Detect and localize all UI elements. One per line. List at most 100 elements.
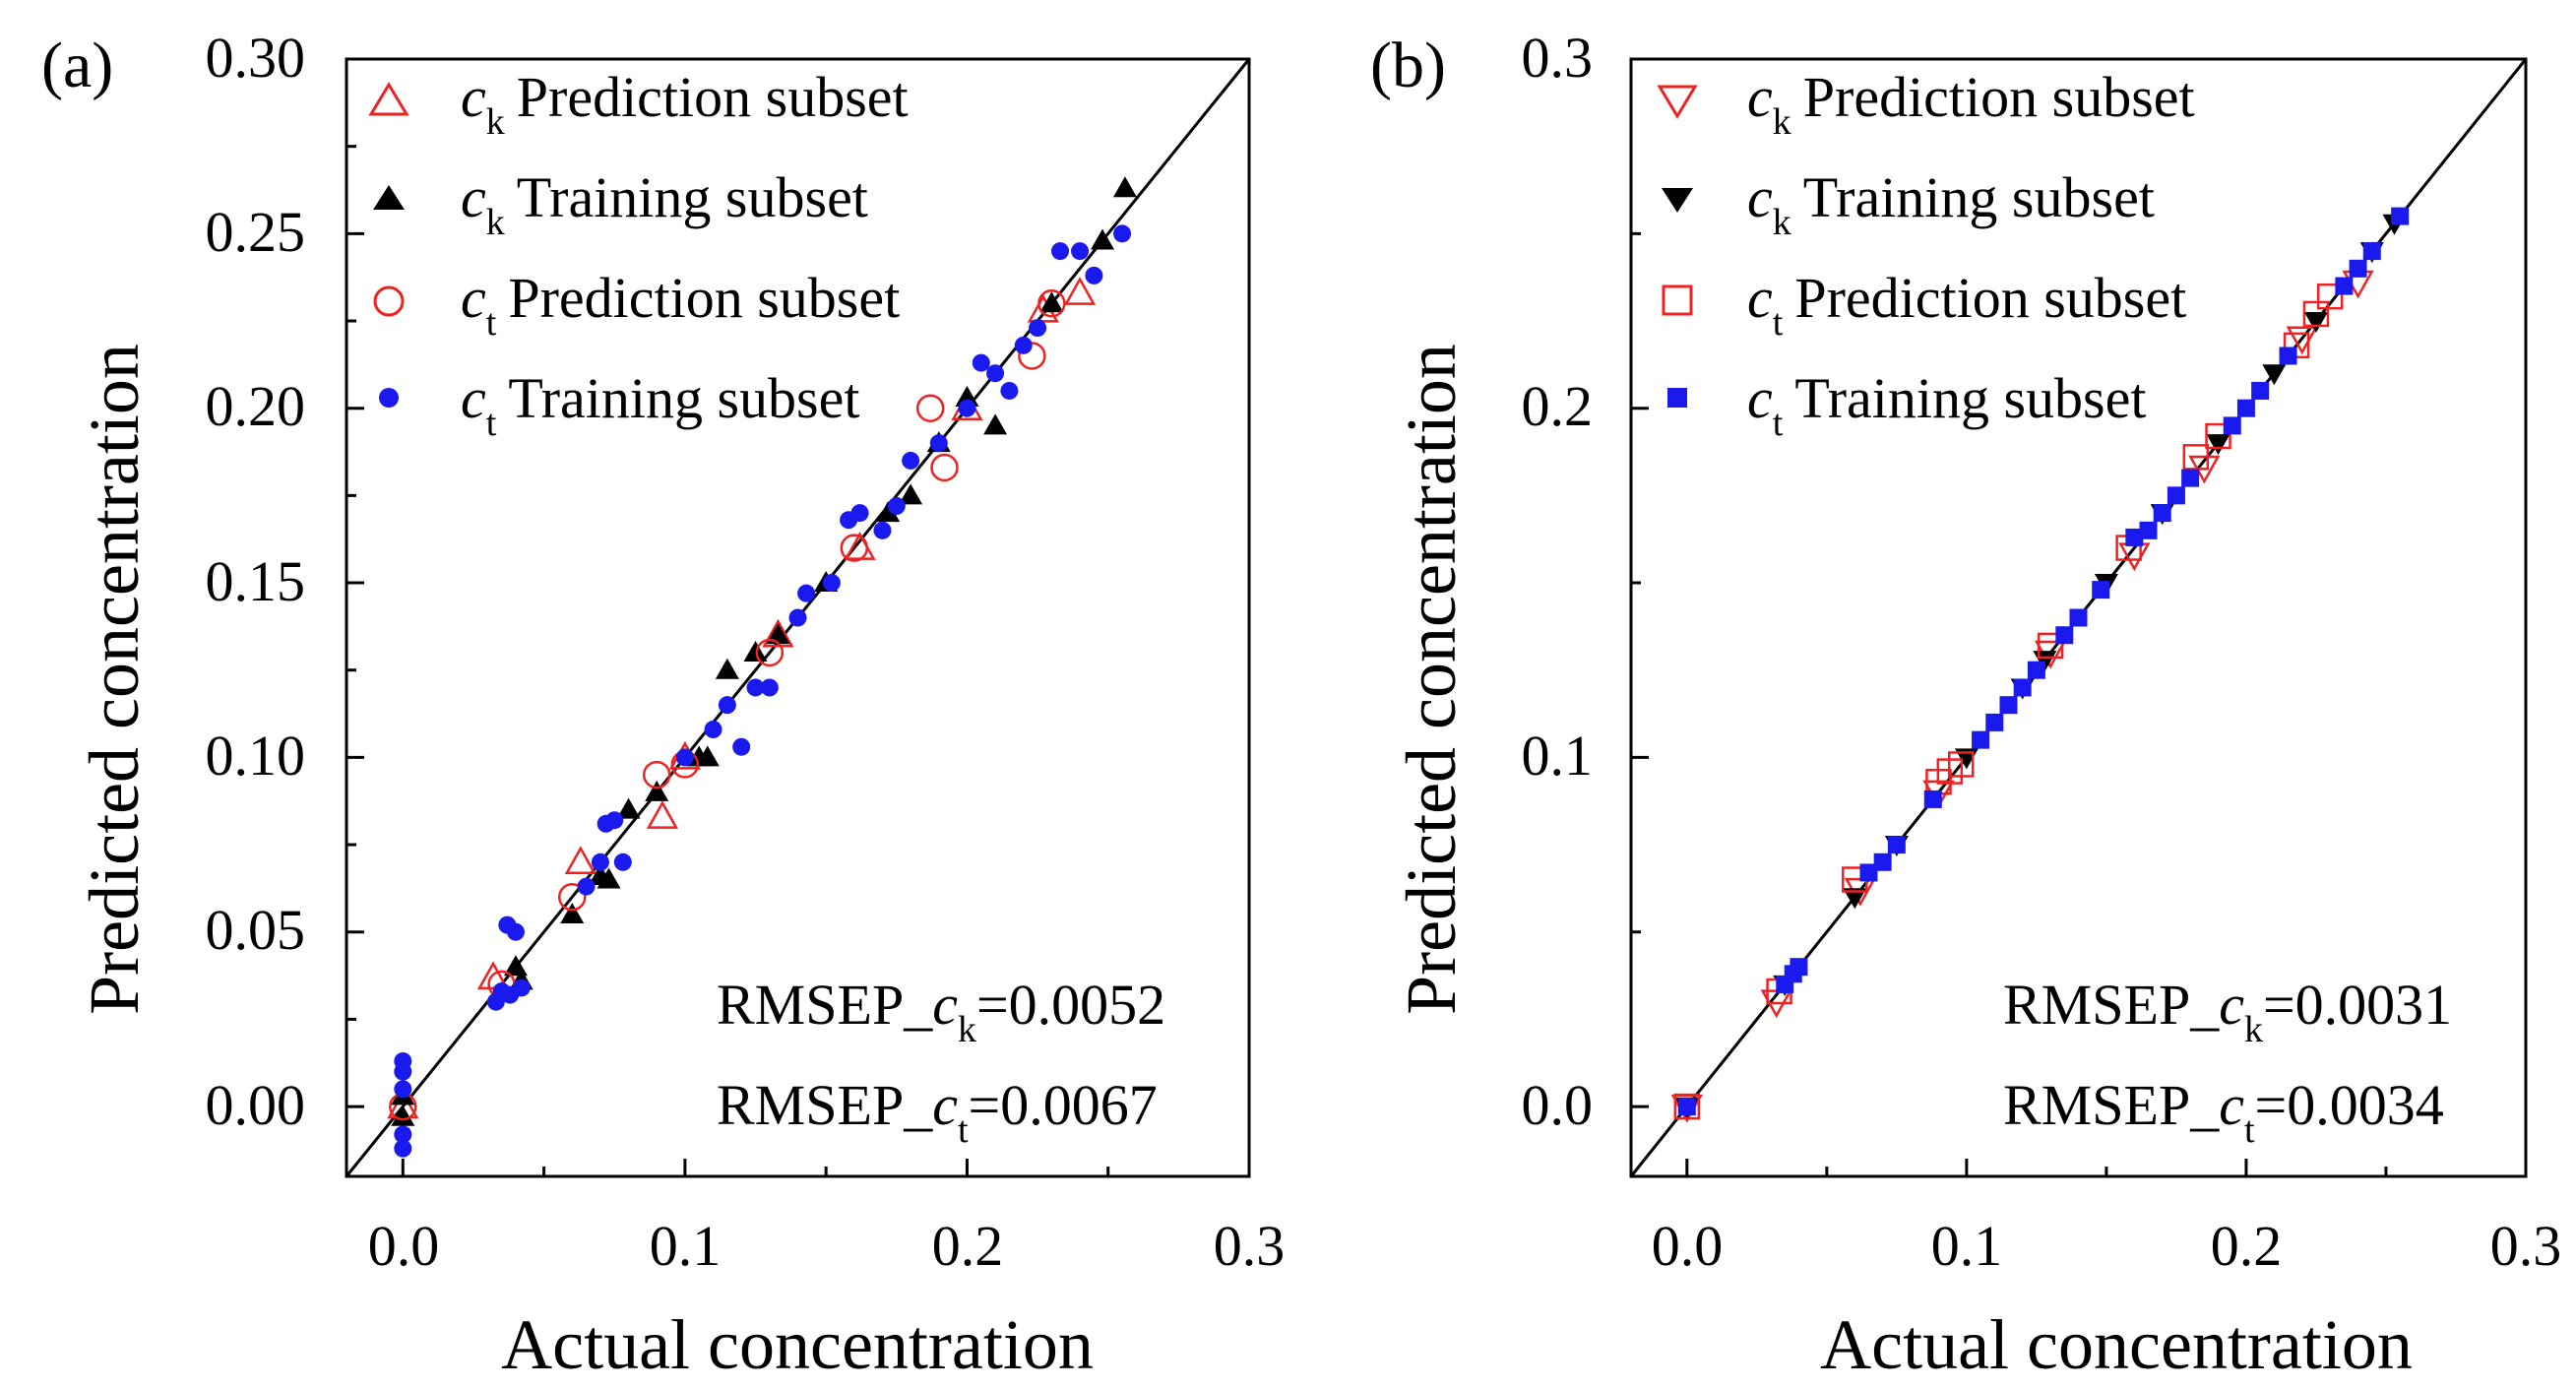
data-point-ct-training bbox=[1677, 1098, 1696, 1116]
data-point-ct-training bbox=[2391, 207, 2410, 225]
data-point-ct-prediction bbox=[1673, 1093, 1701, 1120]
data-point-ct-training bbox=[1999, 696, 2018, 715]
data-point-ct-training bbox=[704, 721, 723, 738]
data-point-ct-training bbox=[788, 608, 807, 627]
panel-a-legend-entry: ck Prediction subset bbox=[368, 65, 909, 143]
data-point-ck-training bbox=[645, 780, 669, 801]
data-point-ct-training bbox=[1790, 958, 1808, 977]
data-point-ct-training bbox=[2013, 678, 2032, 697]
panel-b-label: (b) bbox=[1370, 30, 1446, 101]
panel-a-y-tick-label: 0.05 bbox=[206, 898, 306, 962]
panel-a-x-tick-label: 0.3 bbox=[1214, 1214, 1286, 1278]
legend-label: ct Training subset bbox=[1747, 366, 2147, 444]
data-point-ct-training bbox=[822, 574, 841, 593]
panel-a-y-tick-label: 0.20 bbox=[206, 374, 306, 438]
panel-b-legend: ck Prediction subset ck Training subset ct… bbox=[1657, 65, 2195, 444]
data-point-ct-training bbox=[2139, 521, 2158, 539]
legend-marker-square-filled bbox=[1667, 388, 1687, 408]
data-point-ct-training bbox=[718, 696, 736, 715]
data-point-ck-training bbox=[597, 867, 621, 889]
data-point-ct-training bbox=[1051, 242, 1070, 261]
panel-b-x-tick-label: 0.0 bbox=[1652, 1214, 1724, 1278]
data-point-ct-training bbox=[2181, 469, 2200, 487]
panel-b-plot-frame bbox=[1629, 57, 2528, 1178]
data-point-ct-training bbox=[1873, 853, 1892, 871]
panel-a-label: (a) bbox=[41, 30, 113, 101]
data-point-ct-training bbox=[887, 497, 906, 515]
data-point-ct-training bbox=[2125, 528, 2144, 546]
data-point-ck-training bbox=[715, 658, 739, 679]
panel-a: (a) 0.00 0.05 0.10 0.15 0.20 0.25 0.30 0… bbox=[41, 26, 1285, 1384]
data-point-ct-training bbox=[1859, 863, 1878, 882]
data-point-ck-training bbox=[391, 1105, 415, 1126]
panel-b-x-tick-label: 0.1 bbox=[1931, 1214, 2003, 1278]
panel-b-data-points bbox=[1670, 207, 2410, 1123]
panel-a-rmsep-ct: RMSEP_ct=0.0067 bbox=[717, 1073, 1158, 1151]
panel-b-legend-entry: ct Prediction subset bbox=[1662, 266, 2186, 344]
panel-a-y-tick-label: 0.10 bbox=[206, 724, 306, 788]
panel-a-x-axis-title: Actual concentration bbox=[501, 1305, 1094, 1384]
data-point-ck-prediction bbox=[564, 846, 597, 875]
data-point-ct-training bbox=[2279, 347, 2297, 365]
panel-b-y-tick-labels: 0.0 0.1 0.2 0.3 bbox=[1522, 26, 1594, 1137]
data-point-ct-training bbox=[1000, 381, 1019, 400]
panel-b-legend-entry: ck Training subset bbox=[1662, 165, 2155, 243]
panel-a-y-tick-label: 0.15 bbox=[206, 549, 306, 613]
data-point-ck-prediction bbox=[476, 961, 510, 990]
data-point-ct-training bbox=[1923, 790, 1942, 808]
legend-marker-triangle-down-filled bbox=[1662, 188, 1693, 213]
data-point-ct-training bbox=[850, 504, 869, 523]
panel-a-legend-entry: ct Training subset bbox=[379, 366, 860, 444]
panel-b-x-tick-label: 0.3 bbox=[2490, 1214, 2562, 1278]
data-point-ck-prediction bbox=[762, 618, 794, 648]
panel-a-ticks bbox=[346, 57, 1251, 1176]
panel-b-ticks bbox=[1631, 57, 2528, 1176]
panel-b: (b) 0.0 0.1 0.2 0.3 0.0 0.1 0.2 0.3 Actu… bbox=[1370, 26, 2561, 1384]
data-point-ct-prediction bbox=[930, 453, 959, 482]
data-point-ct-training bbox=[1985, 713, 2004, 731]
data-point-ct-training bbox=[591, 853, 609, 871]
data-point-ct-training bbox=[2223, 416, 2241, 435]
panel-a-annotations: RMSEP_ck=0.0052 RMSEP_ct=0.0067 bbox=[717, 973, 1165, 1151]
panel-a-x-tick-label: 0.1 bbox=[650, 1214, 722, 1278]
data-point-ct-training bbox=[1887, 836, 1906, 854]
legend-label: ct Training subset bbox=[461, 366, 860, 444]
legend-label: ck Training subset bbox=[1747, 165, 2155, 243]
data-point-ct-training bbox=[501, 985, 520, 1004]
data-point-ck-training bbox=[983, 413, 1008, 435]
panel-b-rmsep-ct: RMSEP_ct=0.0034 bbox=[2003, 1073, 2444, 1151]
data-point-ct-training bbox=[972, 353, 990, 372]
data-point-ct-training bbox=[797, 584, 816, 602]
data-point-ct-training bbox=[1014, 336, 1033, 354]
panel-b-x-tick-labels: 0.0 0.1 0.2 0.3 bbox=[1652, 1214, 2562, 1278]
data-point-ck-training bbox=[876, 501, 901, 523]
data-point-ck-training bbox=[1843, 888, 1867, 910]
data-point-ct-training bbox=[2236, 399, 2255, 417]
panel-a-x-tick-label: 0.0 bbox=[368, 1214, 440, 1278]
data-point-ct-training bbox=[873, 521, 892, 539]
data-point-ct-training bbox=[929, 434, 948, 453]
data-point-ct-training bbox=[2251, 381, 2270, 400]
legend-marker-triangle-down-open bbox=[1657, 85, 1698, 119]
legend-label: ck Prediction subset bbox=[461, 65, 909, 143]
data-point-ct-prediction bbox=[915, 394, 945, 422]
data-point-ct-training bbox=[760, 678, 779, 697]
data-point-ct-training bbox=[2055, 626, 2074, 645]
panel-a-legend: ck Prediction subset ck Training subset ct… bbox=[368, 65, 909, 444]
panel-a-y-axis-title: Predicted concentration bbox=[75, 344, 154, 1015]
panel-a-legend-entry: ct Prediction subset bbox=[373, 266, 900, 344]
legend-label: ct Prediction subset bbox=[461, 266, 900, 344]
data-point-ct-training bbox=[394, 1139, 412, 1158]
data-point-ct-training bbox=[1085, 266, 1103, 284]
data-point-ct-prediction bbox=[2302, 300, 2330, 328]
panel-a-y-tick-labels: 0.00 0.05 0.10 0.15 0.20 0.25 0.30 bbox=[206, 26, 306, 1137]
panel-a-legend-entry: ck Training subset bbox=[373, 165, 868, 243]
data-point-ct-training bbox=[2092, 581, 2110, 600]
data-point-ct-training bbox=[2167, 486, 2185, 505]
panel-b-legend-entry: ck Prediction subset bbox=[1657, 65, 2195, 143]
data-point-ct-training bbox=[732, 737, 751, 756]
data-point-ck-prediction bbox=[646, 800, 679, 829]
legend-marker-square-open bbox=[1662, 284, 1693, 316]
legend-marker-triangle-up-open bbox=[368, 82, 409, 116]
